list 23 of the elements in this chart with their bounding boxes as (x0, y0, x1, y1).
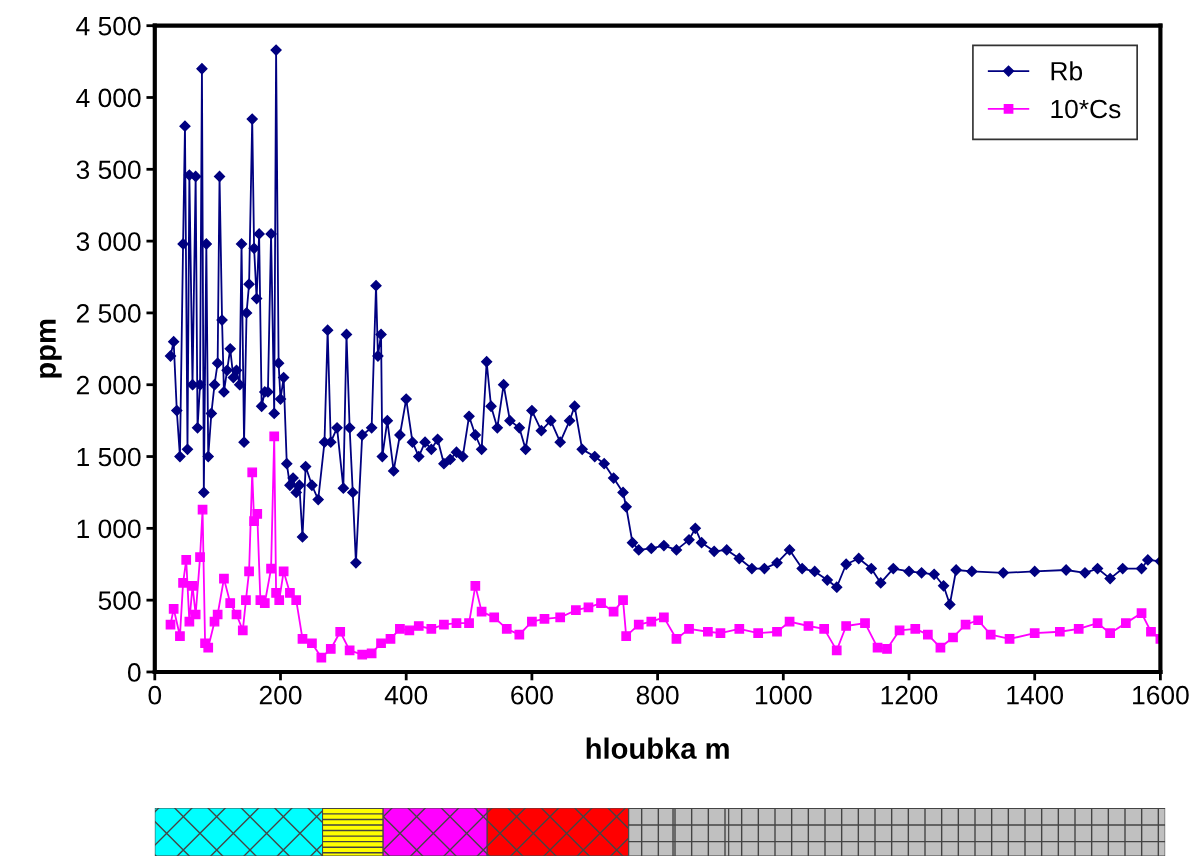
y-tick-label: 2 000 (76, 375, 141, 395)
y-tick-label: 1 000 (77, 519, 141, 539)
y-tick-label: 4 500 (76, 16, 141, 36)
legend-label: Rb (1051, 61, 1083, 81)
legend-label: 10*Cs (1051, 99, 1121, 119)
x-tick-label: 400 (384, 685, 428, 705)
x-tick-label: 0 (148, 685, 162, 705)
x-tick-label: 200 (259, 685, 302, 705)
y-axis-title: ppm (39, 319, 62, 378)
y-tick-label: 1 500 (77, 447, 141, 467)
x-tick-label: 1200 (881, 685, 938, 705)
y-tick-label: 3 000 (76, 232, 141, 251)
y-tick-label: 2 500 (76, 304, 141, 323)
x-tick-label: 1600 (1133, 685, 1189, 705)
x-axis-title: hloubka m (586, 737, 729, 759)
y-tick-label: 0 (127, 663, 141, 682)
x-tick-label: 800 (636, 685, 679, 705)
x-tick-label: 1400 (1007, 685, 1064, 705)
y-tick-label: 500 (98, 591, 141, 610)
y-tick-label: 4 000 (76, 88, 141, 108)
x-tick-label: 600 (511, 685, 553, 705)
y-tick-label: 3 500 (76, 160, 141, 180)
x-tick-label: 1000 (755, 685, 812, 705)
